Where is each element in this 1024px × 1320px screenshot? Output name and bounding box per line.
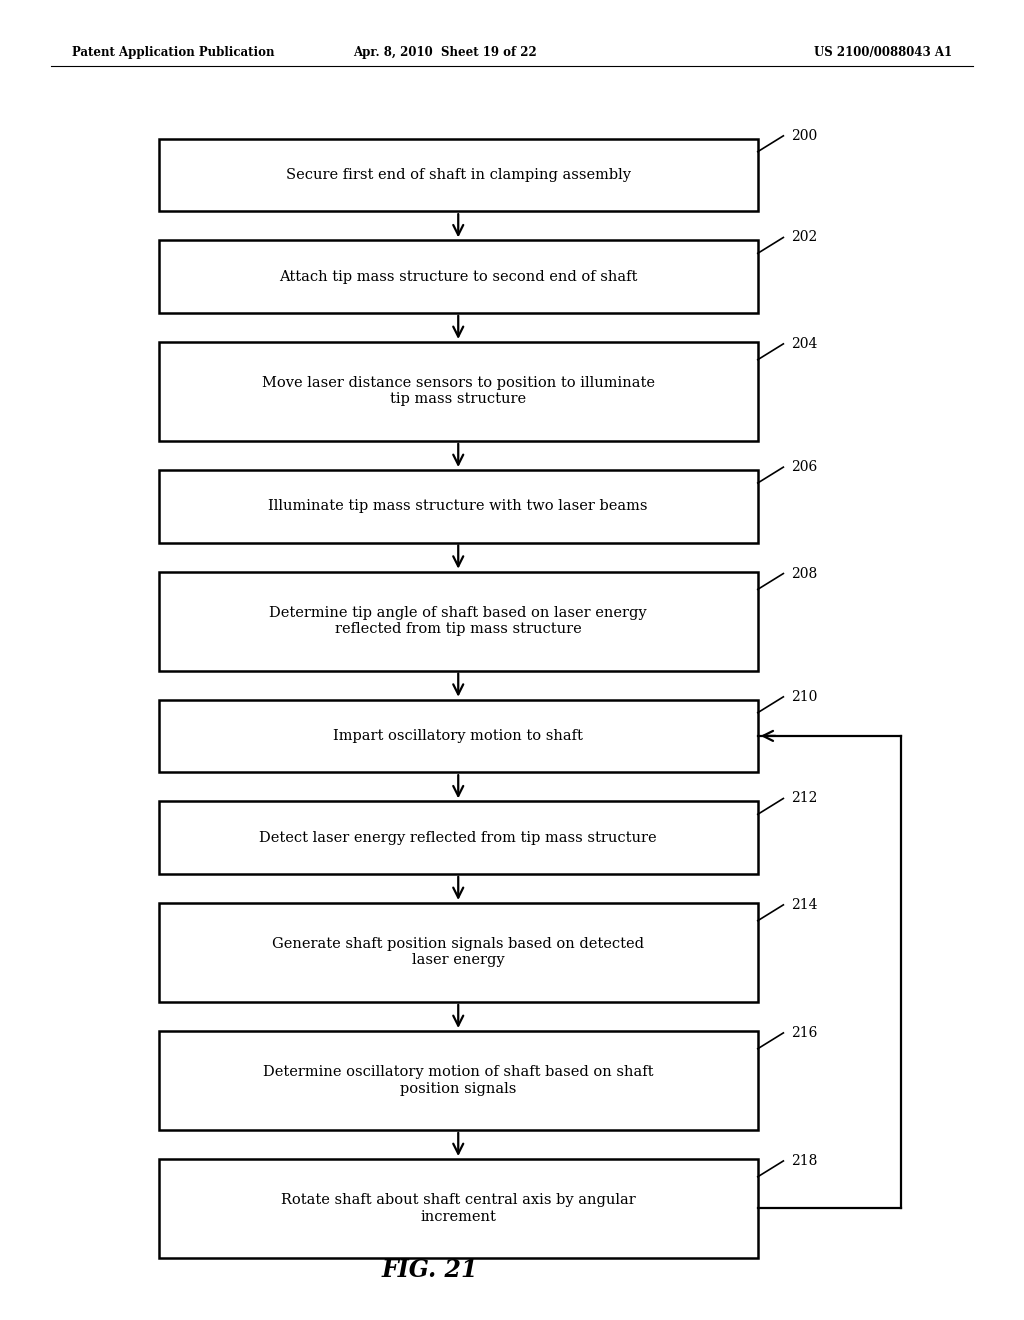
Text: 216: 216 bbox=[792, 1026, 818, 1040]
Text: 202: 202 bbox=[792, 231, 818, 244]
Text: Apr. 8, 2010  Sheet 19 of 22: Apr. 8, 2010 Sheet 19 of 22 bbox=[353, 46, 538, 59]
Text: Rotate shaft about shaft central axis by angular
increment: Rotate shaft about shaft central axis by… bbox=[281, 1193, 636, 1224]
Bar bbox=[159, 1031, 758, 1130]
Text: 204: 204 bbox=[792, 337, 818, 351]
Text: Secure first end of shaft in clamping assembly: Secure first end of shaft in clamping as… bbox=[286, 168, 631, 182]
Text: Move laser distance sensors to position to illuminate
tip mass structure: Move laser distance sensors to position … bbox=[262, 376, 654, 407]
Bar bbox=[159, 1159, 758, 1258]
Text: Determine tip angle of shaft based on laser energy
reflected from tip mass struc: Determine tip angle of shaft based on la… bbox=[269, 606, 647, 636]
Text: 218: 218 bbox=[792, 1154, 818, 1168]
Text: Impart oscillatory motion to shaft: Impart oscillatory motion to shaft bbox=[333, 729, 584, 743]
Text: 206: 206 bbox=[792, 461, 818, 474]
Bar bbox=[159, 700, 758, 772]
Text: Detect laser energy reflected from tip mass structure: Detect laser energy reflected from tip m… bbox=[259, 830, 657, 845]
Bar bbox=[159, 903, 758, 1002]
Bar bbox=[159, 342, 758, 441]
Text: 214: 214 bbox=[792, 898, 818, 912]
Text: 208: 208 bbox=[792, 566, 818, 581]
Bar bbox=[159, 572, 758, 671]
Text: Illuminate tip mass structure with two laser beams: Illuminate tip mass structure with two l… bbox=[268, 499, 648, 513]
Text: FIG. 21: FIG. 21 bbox=[382, 1258, 478, 1282]
Bar bbox=[159, 801, 758, 874]
Text: Attach tip mass structure to second end of shaft: Attach tip mass structure to second end … bbox=[280, 269, 637, 284]
Text: Generate shaft position signals based on detected
laser energy: Generate shaft position signals based on… bbox=[272, 937, 644, 968]
Text: 200: 200 bbox=[792, 129, 818, 143]
Text: US 2100/0088043 A1: US 2100/0088043 A1 bbox=[814, 46, 952, 59]
Text: 210: 210 bbox=[792, 690, 818, 704]
Text: Determine oscillatory motion of shaft based on shaft
position signals: Determine oscillatory motion of shaft ba… bbox=[263, 1065, 653, 1096]
Bar bbox=[159, 240, 758, 313]
Bar bbox=[159, 470, 758, 543]
Text: Patent Application Publication: Patent Application Publication bbox=[72, 46, 274, 59]
Text: 212: 212 bbox=[792, 792, 818, 805]
Bar bbox=[159, 139, 758, 211]
